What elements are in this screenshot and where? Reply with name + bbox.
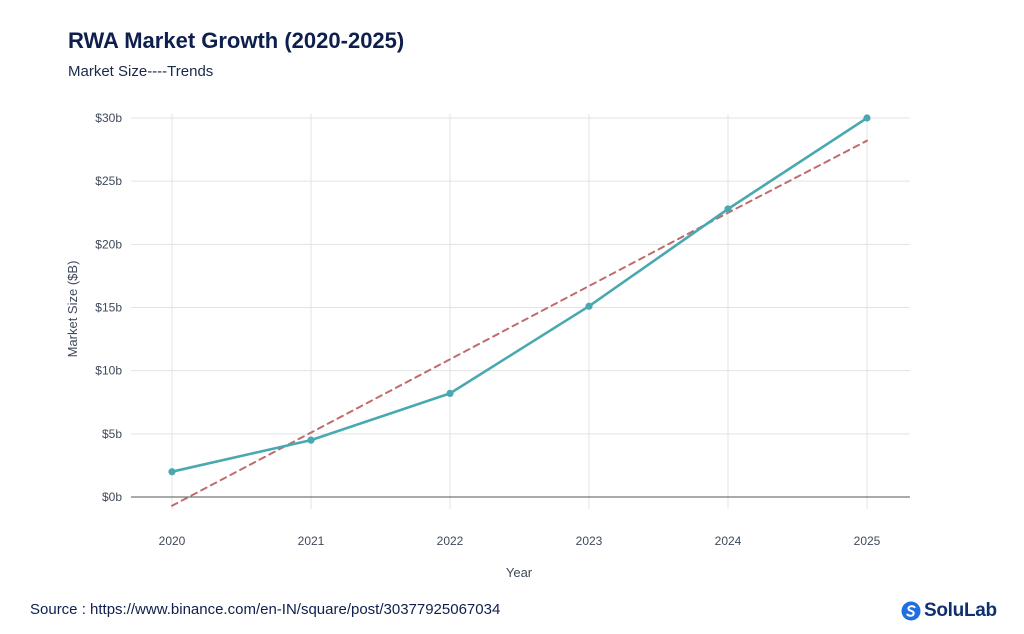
x-tick-label: 2023: [576, 534, 603, 548]
data-point: [724, 205, 732, 213]
y-tick-label: $15b: [95, 301, 122, 315]
trend-line: [171, 139, 868, 507]
chart-title: RWA Market Growth (2020-2025): [68, 28, 405, 53]
x-tick-label: 2021: [298, 534, 325, 548]
y-axis-title: Market Size ($B): [65, 261, 80, 358]
x-axis-title: Year: [506, 565, 533, 580]
data-point: [168, 468, 176, 476]
grid-lines: [131, 114, 910, 509]
y-tick-label: $25b: [95, 174, 122, 188]
x-tick-label: 2024: [715, 534, 742, 548]
solulab-logo-icon: [901, 601, 921, 621]
y-tick-label: $10b: [95, 364, 122, 378]
series-group: [168, 114, 871, 507]
data-point: [863, 114, 871, 122]
chart-subtitle: Market Size----Trends: [68, 63, 214, 80]
y-tick-label: $20b: [95, 237, 122, 251]
data-point: [307, 436, 315, 444]
source-citation: Source : https://www.binance.com/en-IN/s…: [30, 601, 501, 618]
data-point: [585, 302, 593, 310]
data-point: [446, 389, 454, 398]
brand-name: SoluLab: [924, 600, 997, 621]
brand-logo: SoluLab: [901, 598, 997, 624]
market-size-line: [170, 116, 869, 474]
y-tick-label: $0b: [102, 490, 122, 504]
y-tick-label: $5b: [102, 427, 122, 441]
x-tick-label: 2022: [437, 534, 464, 548]
x-tick-label: 2025: [854, 534, 881, 548]
y-tick-label: $30b: [95, 111, 122, 125]
tick-labels: 2020 2021 2022 2023 2024 2025 $0b $5b $10b $15b $2…: [95, 111, 880, 548]
x-tick-label: 2020: [159, 534, 186, 548]
